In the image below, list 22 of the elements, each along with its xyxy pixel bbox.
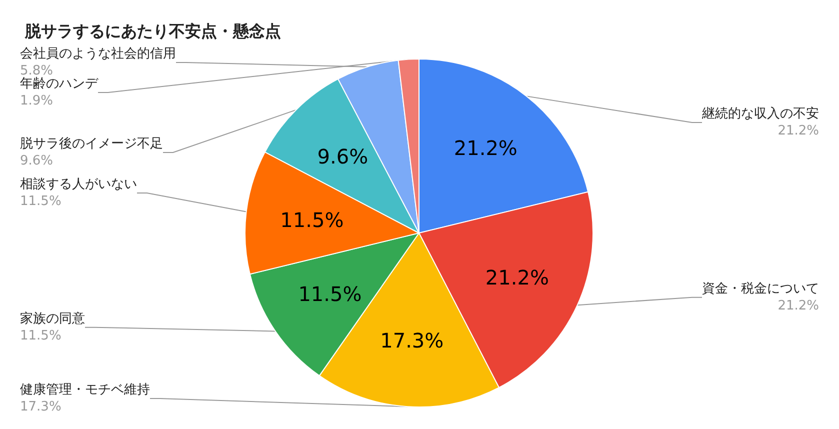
data-label: 17.3% [380,328,444,353]
slice-label: 資金・税金について [702,281,819,296]
text: 17.3% [20,400,62,414]
text: 21.2% [778,298,819,314]
chart-title: 脱サラするにあたり不安点・懸念点 [24,22,281,40]
slice-label: 健康管理・モチベ維持 [20,382,150,398]
data-label: 21.2% [485,266,549,290]
slice-label: 会社員のような社会的信用 [20,46,176,62]
data-label: 9.6% [317,144,368,169]
text: 9.6% [20,154,54,168]
slice-label: 相談する人がいない [20,176,137,192]
data-label: 11.5% [298,282,362,306]
slice-label: 脱サラ後のイメージ不足 [20,136,163,152]
slice-label: 継続的な収入の不安 [701,106,819,122]
text: 11.5% [20,328,62,344]
data-label: 21.2% [454,136,518,160]
text: 21.2% [778,124,819,138]
slice-label: 年齢のハンデ [20,76,99,92]
data-label: 1.9% [20,94,54,108]
data-label: 11.5% [280,208,344,232]
slice-label: 家族の同意 [20,310,85,326]
text: 11.5% [20,194,62,209]
